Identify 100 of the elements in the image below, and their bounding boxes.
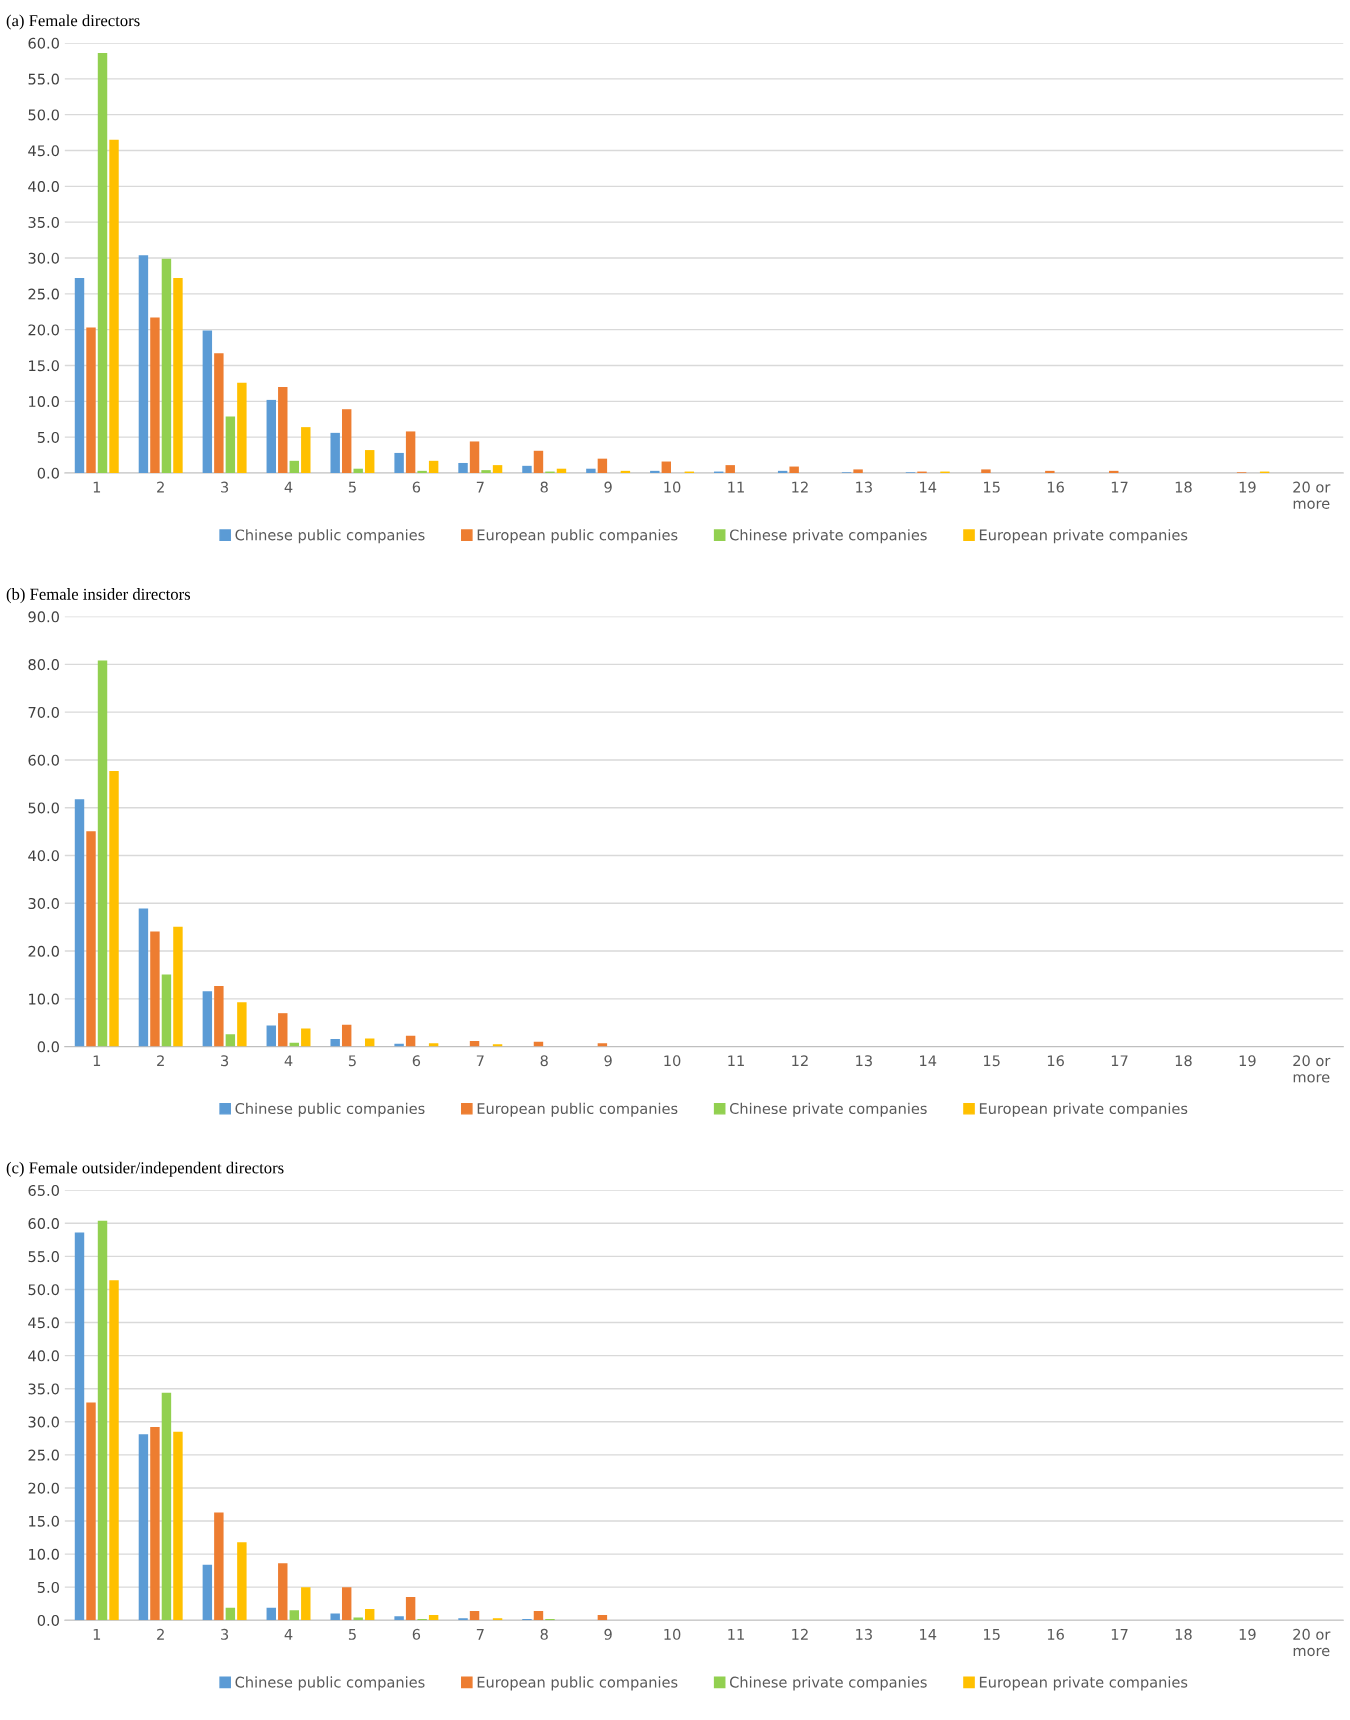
bar — [74, 1232, 85, 1621]
x-tick-label: 12 — [792, 481, 808, 493]
y-tick-label: 80.0 — [28, 659, 59, 671]
x-tick-label: 19 — [1239, 1628, 1256, 1640]
bar — [301, 1028, 311, 1047]
x-tick-label: 11 — [728, 481, 744, 493]
x-tick-label: 18 — [1175, 1055, 1192, 1067]
bar — [330, 1038, 340, 1047]
bar — [202, 991, 213, 1047]
y-tick-label: 65.0 — [28, 1184, 59, 1196]
legend-label: Chinese public companies — [235, 1102, 425, 1117]
bar — [97, 53, 108, 473]
bar — [364, 450, 375, 473]
x-tick-label: 3 — [221, 1628, 229, 1640]
bar — [394, 452, 404, 473]
bar — [202, 1564, 213, 1621]
bar — [214, 353, 224, 473]
x-tick-label: 8 — [540, 481, 548, 493]
x-tick-label: 20 or more — [1293, 1628, 1331, 1657]
bar — [109, 770, 119, 1047]
x-tick-label: 15 — [984, 481, 1000, 493]
y-tick-label: 30.0 — [28, 1416, 59, 1428]
bar — [301, 1587, 311, 1621]
x-tick-label: 17 — [1111, 1055, 1128, 1067]
bar — [86, 1402, 96, 1621]
x-tick-label: 6 — [412, 481, 421, 493]
bar — [97, 660, 108, 1047]
x-tick-label: 2 — [157, 1628, 164, 1640]
y-tick-label: 45.0 — [28, 145, 59, 157]
bar — [109, 139, 119, 473]
x-tick-label: 7 — [476, 1629, 484, 1640]
legend-label: Chinese private companies — [729, 1102, 927, 1117]
legend-label: European public companies — [477, 1676, 678, 1691]
x-tick-label: 2 — [157, 481, 164, 493]
legend-label: European private companies — [979, 529, 1188, 544]
bar — [725, 465, 735, 473]
x-tick-label: 12 — [792, 1055, 808, 1067]
bar — [161, 1392, 172, 1621]
x-tick-label: 11 — [728, 1629, 744, 1640]
x-tick-label: 6 — [412, 1055, 421, 1067]
bar — [777, 470, 788, 473]
x-tick-label: 18 — [1175, 481, 1192, 493]
bar — [237, 1542, 247, 1621]
y-tick-label: 25.0 — [28, 1449, 59, 1461]
x-tick-label: 14 — [920, 481, 937, 493]
y-tick-label: 55.0 — [28, 1251, 59, 1263]
x-tick-label: 19 — [1239, 481, 1256, 493]
x-tick-label: 9 — [604, 1055, 612, 1067]
x-tick-label: 10 — [664, 1055, 681, 1067]
legend-label: Chinese public companies — [235, 529, 425, 544]
bar — [214, 985, 224, 1047]
bar — [341, 409, 352, 473]
x-tick-label: 18 — [1175, 1628, 1192, 1640]
y-tick-label: 20.0 — [28, 1482, 59, 1494]
bar — [278, 387, 288, 473]
y-tick-label: 40.0 — [28, 850, 59, 862]
x-tick-label: 10 — [664, 1628, 681, 1640]
y-tick-label: 60.0 — [28, 37, 59, 49]
y-tick-label: 10.0 — [29, 993, 59, 1005]
bar — [86, 327, 96, 473]
bar — [214, 1512, 224, 1621]
x-tick-label: 5 — [348, 481, 356, 493]
legend-label: European private companies — [979, 1676, 1188, 1691]
bar — [428, 460, 439, 473]
x-tick-label: 9 — [604, 481, 612, 493]
x-tick-label: 1 — [93, 481, 101, 493]
bar — [161, 974, 172, 1047]
x-tick-label: 7 — [476, 1055, 484, 1067]
bar — [278, 1563, 288, 1621]
bar — [492, 465, 503, 473]
y-tick-label: 55.0 — [28, 73, 59, 85]
bar — [353, 468, 363, 473]
bar — [237, 1002, 247, 1047]
legend-label: European public companies — [477, 1102, 678, 1117]
x-tick-label: 11 — [728, 1055, 744, 1067]
x-tick-label: 7 — [476, 481, 484, 493]
bar — [301, 427, 311, 473]
y-tick-label: 60.0 — [28, 1218, 59, 1230]
bar — [74, 278, 85, 473]
y-tick-label: 20.0 — [28, 324, 59, 336]
bar — [364, 1608, 375, 1621]
bar — [650, 470, 660, 473]
bar — [161, 258, 172, 473]
x-tick-label: 8 — [540, 1055, 548, 1067]
bar — [405, 431, 416, 473]
bar — [661, 461, 672, 473]
bar — [225, 1607, 236, 1621]
bar — [289, 1610, 299, 1621]
y-tick-label: 90.0 — [28, 611, 59, 623]
bar — [74, 799, 85, 1047]
bar — [109, 1280, 119, 1621]
bar — [586, 468, 596, 473]
bar — [202, 330, 213, 473]
x-tick-label: 12 — [792, 1628, 808, 1640]
y-tick-label: 35.0 — [28, 1383, 59, 1395]
bar — [417, 470, 427, 473]
bar — [266, 1607, 276, 1621]
bar — [789, 466, 799, 473]
x-tick-label: 20 or more — [1293, 481, 1331, 509]
bar — [138, 1434, 149, 1621]
